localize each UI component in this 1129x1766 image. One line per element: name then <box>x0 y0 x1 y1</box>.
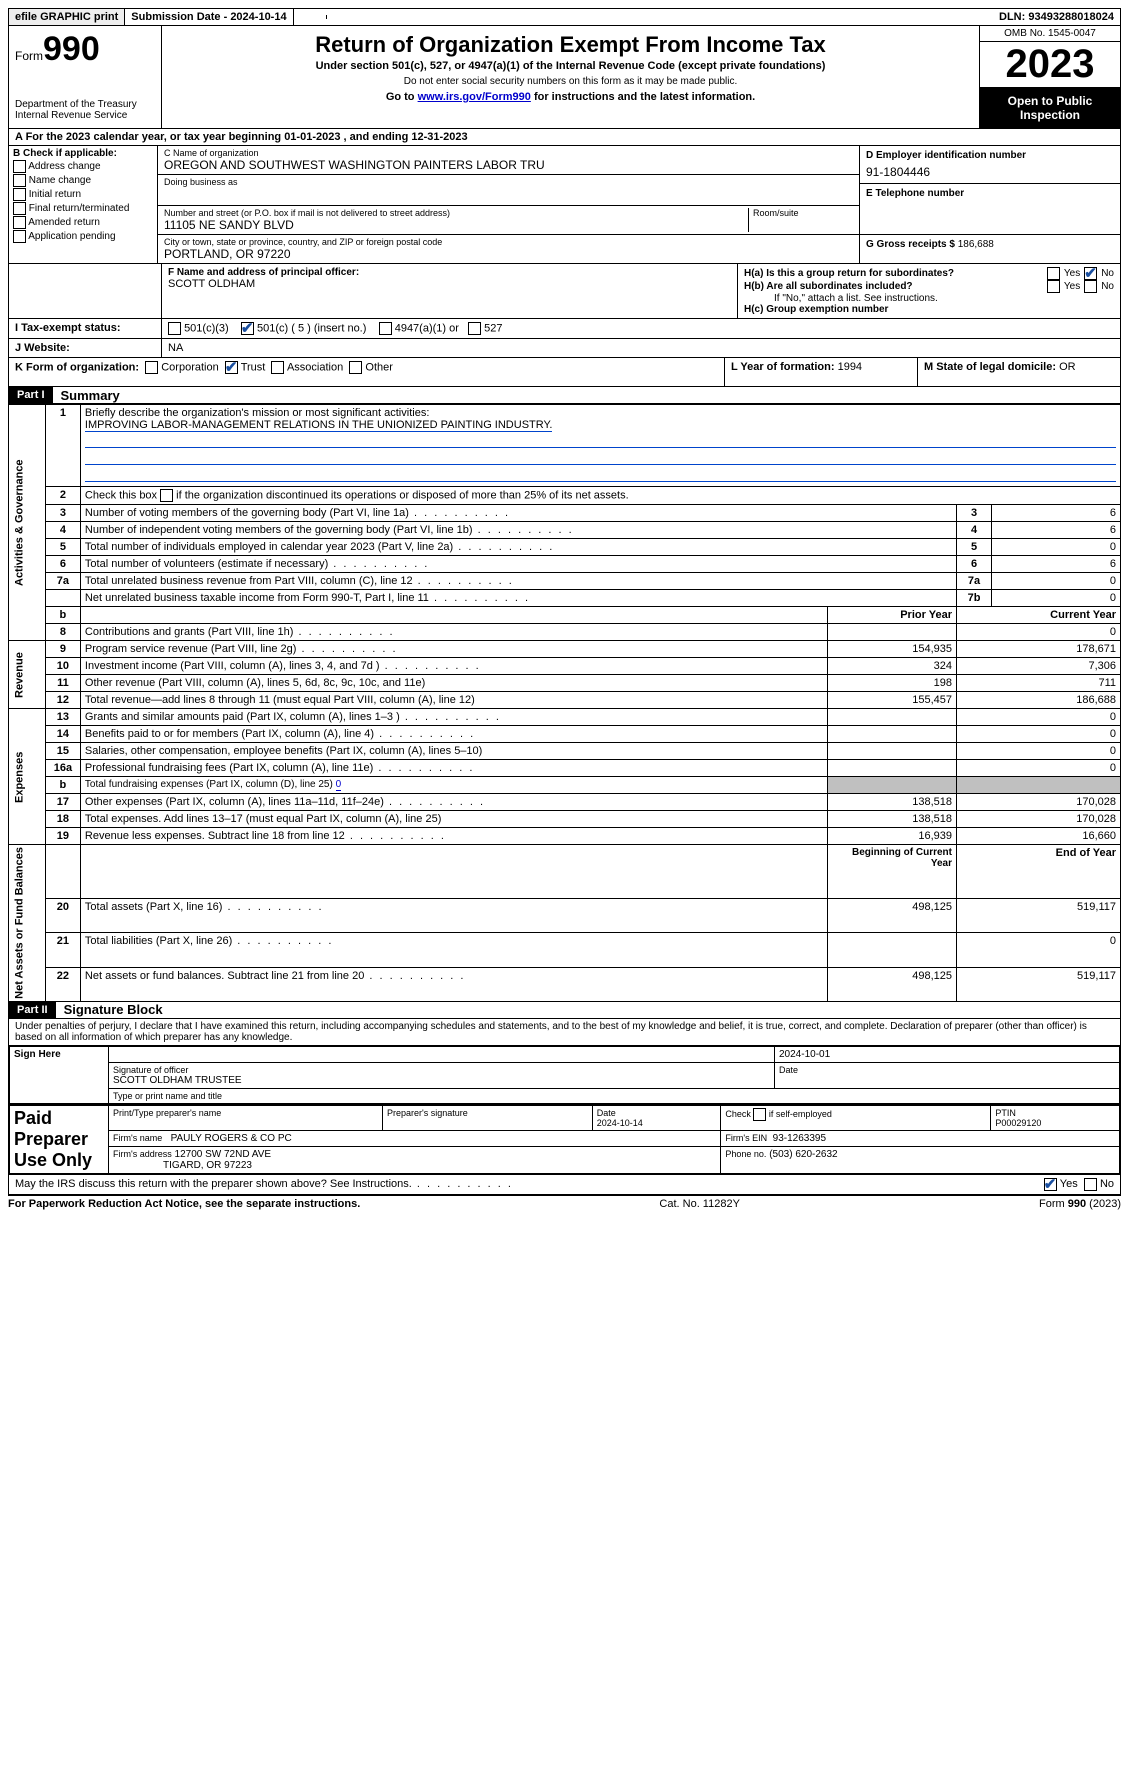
org-name: OREGON AND SOUTHWEST WASHINGTON PAINTERS… <box>164 158 853 172</box>
part1-header: Part I Summary <box>8 387 1121 404</box>
firm-name: PAULY ROGERS & CO PC <box>171 1133 292 1144</box>
chk-discuss-yes[interactable] <box>1044 1178 1057 1191</box>
chk-discontinued[interactable] <box>160 489 173 502</box>
officer-name: SCOTT OLDHAM TRUSTEE <box>113 1075 770 1086</box>
chk-initial-return[interactable]: Initial return <box>13 188 153 201</box>
blank-segment <box>294 15 327 19</box>
goto-note: Go to www.irs.gov/Form990 for instructio… <box>166 91 975 103</box>
principal-officer: SCOTT OLDHAM <box>168 278 731 290</box>
section-de: D Employer identification number 91-1804… <box>859 146 1120 263</box>
sign-here-block: Sign Here 2024-10-01 Signature of office… <box>8 1046 1121 1105</box>
dln: DLN: 93493288018024 <box>993 9 1120 25</box>
section-b: B Check if applicable: Address change Na… <box>9 146 158 263</box>
page-footer: For Paperwork Reduction Act Notice, see … <box>8 1195 1121 1210</box>
chk-address-change[interactable]: Address change <box>13 160 153 173</box>
chk-501c[interactable] <box>241 322 254 335</box>
header-mid: Return of Organization Exempt From Incom… <box>162 26 979 128</box>
irs-link[interactable]: www.irs.gov/Form990 <box>418 91 531 103</box>
sign-here-label: Sign Here <box>10 1046 109 1103</box>
state-domicile: OR <box>1059 361 1076 373</box>
chk-hb-no[interactable] <box>1084 280 1097 293</box>
form-header: Form990 Department of the Treasury Inter… <box>8 26 1121 129</box>
chk-ha-no[interactable] <box>1084 267 1097 280</box>
sign-date: 2024-10-01 <box>775 1046 1120 1062</box>
row-klm: K Form of organization: Corporation Trus… <box>8 358 1121 387</box>
chk-527[interactable] <box>468 322 481 335</box>
chk-assoc[interactable] <box>271 361 284 374</box>
firm-addr1: 12700 SW 72ND AVE <box>175 1149 272 1160</box>
chk-other[interactable] <box>349 361 362 374</box>
ptin: P00029120 <box>995 1118 1041 1128</box>
form-title: Return of Organization Exempt From Incom… <box>166 32 975 58</box>
gross-receipts: 186,688 <box>958 239 994 250</box>
identity-block: B Check if applicable: Address change Na… <box>8 146 1121 264</box>
firm-phone: (503) 620-2632 <box>769 1149 837 1160</box>
form-subtitle: Under section 501(c), 527, or 4947(a)(1)… <box>166 60 975 72</box>
top-bar: efile GRAPHIC print Submission Date - 20… <box>8 8 1121 26</box>
chk-trust[interactable] <box>225 361 238 374</box>
chk-amended-return[interactable]: Amended return <box>13 216 153 229</box>
chk-application-pending[interactable]: Application pending <box>13 230 153 243</box>
header-right: OMB No. 1545-0047 2023 Open to Public In… <box>979 26 1120 128</box>
form-number: Form990 <box>15 30 155 69</box>
mission: IMPROVING LABOR-MANAGEMENT RELATIONS IN … <box>85 419 553 432</box>
chk-name-change[interactable]: Name change <box>13 174 153 187</box>
chk-ha-yes[interactable] <box>1047 267 1060 280</box>
header-left: Form990 Department of the Treasury Inter… <box>9 26 162 128</box>
org-address: 11105 NE SANDY BLVD <box>164 218 744 232</box>
paid-preparer-block: Paid Preparer Use Only Print/Type prepar… <box>8 1105 1121 1175</box>
chk-501c3[interactable] <box>168 322 181 335</box>
paid-preparer-label: Paid Preparer Use Only <box>10 1105 109 1173</box>
vlabel-net: Net Assets or Fund Balances <box>9 845 46 1002</box>
vlabel-gov: Activities & Governance <box>9 405 46 641</box>
irs-label: Internal Revenue Service <box>15 110 155 121</box>
chk-hb-yes[interactable] <box>1047 280 1060 293</box>
chk-corp[interactable] <box>145 361 158 374</box>
open-inspection: Open to Public Inspection <box>980 88 1120 128</box>
section-c: C Name of organization OREGON AND SOUTHW… <box>158 146 859 263</box>
perjury-statement: Under penalties of perjury, I declare th… <box>8 1019 1121 1046</box>
vlabel-rev: Revenue <box>9 641 46 709</box>
ssn-note: Do not enter social security numbers on … <box>166 76 975 87</box>
summary-table: Activities & Governance 1 Briefly descri… <box>8 404 1121 1002</box>
website: NA <box>162 339 1120 357</box>
chk-4947[interactable] <box>379 322 392 335</box>
year-formation: 1994 <box>838 361 862 373</box>
efile-button[interactable]: efile GRAPHIC print <box>9 9 125 25</box>
row-j: J Website: NA <box>8 339 1121 358</box>
chk-discuss-no[interactable] <box>1084 1178 1097 1191</box>
submission-date: Submission Date - 2024-10-14 <box>125 9 293 25</box>
chk-self-employed[interactable] <box>753 1108 766 1121</box>
omb-number: OMB No. 1545-0047 <box>980 26 1120 42</box>
dept-treasury: Department of the Treasury <box>15 99 155 110</box>
vlabel-exp: Expenses <box>9 709 46 845</box>
discuss-row: May the IRS discuss this return with the… <box>8 1175 1121 1195</box>
org-city: PORTLAND, OR 97220 <box>164 247 853 261</box>
chk-final-return[interactable]: Final return/terminated <box>13 202 153 215</box>
row-i: I Tax-exempt status: 501(c)(3) 501(c) ( … <box>8 319 1121 339</box>
ein: 91-1804446 <box>866 165 1114 179</box>
f-h-block: F Name and address of principal officer:… <box>8 264 1121 319</box>
firm-ein: 93-1263395 <box>773 1133 826 1144</box>
tax-year: 2023 <box>980 42 1120 88</box>
firm-addr2: TIGARD, OR 97223 <box>163 1160 252 1171</box>
part2-header: Part II Signature Block <box>8 1002 1121 1019</box>
row-a-period: A For the 2023 calendar year, or tax yea… <box>8 129 1121 146</box>
